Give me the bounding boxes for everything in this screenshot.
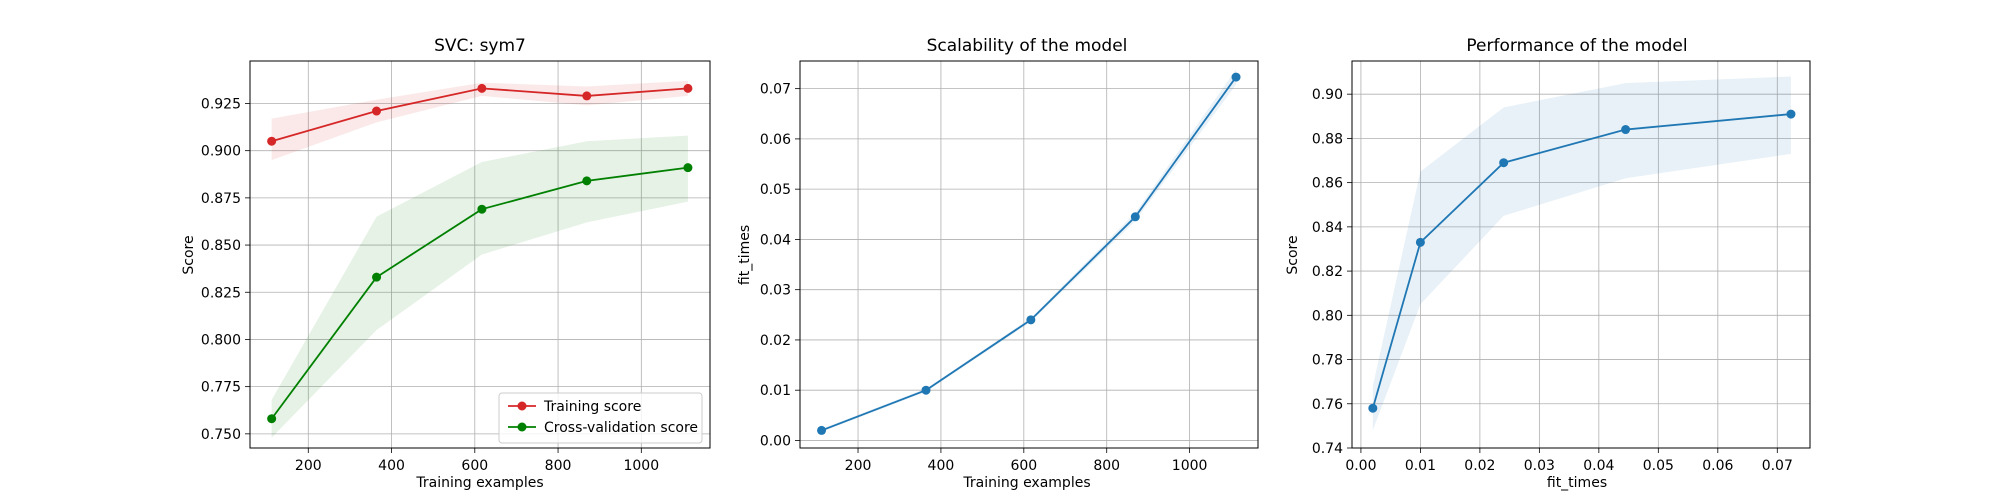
panel-1-ytick-label: 0.775: [201, 380, 241, 396]
panel-3-series-0-point: [1415, 237, 1425, 247]
panel-2-xtick-label: 400: [928, 458, 955, 474]
panel-3-xtick-label: 0.05: [1643, 458, 1674, 474]
panel-1-xlabel: Training examples: [415, 475, 543, 491]
panel-1-plot-area: 200 400 600 800 1000 0.750 0.775 0.800 0.825 0.85…: [201, 60, 711, 474]
panel-1-series-1-point: [267, 414, 277, 424]
panel-1-series-0-point: [267, 136, 277, 146]
panel-2-xtick-label: 800: [1093, 458, 1120, 474]
panel-1-ytick-label: 0.900: [201, 144, 241, 160]
panel-1-series-1-point: [372, 272, 382, 282]
panel-3-xtick-label: 0.01: [1405, 458, 1436, 474]
panel-3-xtick-label: 0.04: [1583, 458, 1614, 474]
panel-2-ytick-label: 0.00: [760, 433, 791, 449]
panel-3-series-0-point: [1621, 125, 1631, 135]
panel-1-ytick-label: 0.825: [201, 285, 241, 301]
panel-2-ytick-label: 0.02: [760, 333, 791, 349]
panel-2-title: Scalability of the model: [927, 36, 1128, 56]
panel-2-series-0-band: [821, 69, 1237, 432]
panel-2-series-0-point: [1130, 212, 1140, 222]
panel-3-ytick-label: 0.76: [1312, 397, 1343, 413]
panel-3-series-0-band: [1372, 76, 1791, 431]
panel-2-plot-area: 200 400 600 800 1000 0.00 0.01 0.02 0.03 0.04 0.05…: [760, 60, 1259, 474]
panel-scalability: Scalability of the model Training exampl…: [737, 36, 1259, 491]
panel-1-xtick-label: 800: [545, 458, 572, 474]
panel-3-xtick-label: 0.06: [1702, 458, 1733, 474]
panel-1-series-0-point: [582, 91, 592, 101]
panel-1-title: SVC: sym7: [434, 36, 526, 56]
panel-2-ytick-label: 0.07: [760, 82, 791, 98]
panel-2-axes-frame: [799, 60, 1259, 449]
panel-2-xtick-label: 600: [1010, 458, 1037, 474]
panel-2-ytick-label: 0.01: [760, 383, 791, 399]
panel-2-xtick-label: 1000: [1172, 458, 1208, 474]
panel-3-ytick-label: 0.80: [1312, 308, 1343, 324]
panel-3-ytick-label: 0.74: [1312, 441, 1343, 457]
panel-1-series-0-point: [372, 106, 382, 116]
panel-1-series-1-point: [477, 204, 487, 214]
panel-3-xtick-label: 0.07: [1762, 458, 1793, 474]
legend-cv-label: Cross-validation score: [544, 420, 698, 436]
panel-3-ytick-label: 0.84: [1312, 220, 1343, 236]
panel-2-ytick-label: 0.03: [760, 283, 791, 299]
panel-3-series-0-point: [1786, 109, 1796, 119]
panel-2-xtick-label: 200: [845, 458, 872, 474]
panel-2-xlabel: Training examples: [962, 475, 1090, 491]
panel-2-series-0-point: [921, 385, 931, 395]
panel-3-xtick-label: 0.00: [1345, 458, 1376, 474]
panel-3-series-0-point: [1499, 158, 1509, 168]
panel-1-ytick-label: 0.875: [201, 191, 241, 207]
legend-frame: [498, 392, 703, 444]
panel-2-series-0-point: [1231, 72, 1241, 82]
legend-train-label: Training score: [543, 399, 641, 415]
legend: Training score Cross-validation score: [498, 392, 703, 444]
panel-3-ylabel: Score: [1285, 235, 1301, 274]
panel-3-ytick-label: 0.82: [1312, 264, 1343, 280]
panel-1-ytick-label: 0.750: [201, 427, 241, 443]
panel-3-plot-area: 0.00 0.01 0.02 0.03 0.04 0.05 0.06 0.07 0.74 0.76…: [1312, 60, 1811, 474]
panel-1-xtick-label: 600: [461, 458, 488, 474]
panel-2-series-0-line: [821, 76, 1237, 432]
panel-2-ylabel: fit_times: [737, 225, 753, 285]
panel-1-series-1-point: [582, 176, 592, 186]
panel-1-ytick-label: 0.850: [201, 238, 241, 254]
panel-1-series-0-band: [271, 80, 688, 161]
panel-3-ytick-label: 0.78: [1312, 353, 1343, 369]
panel-3-ytick-label: 0.90: [1312, 87, 1343, 103]
panel-1-xtick-label: 400: [378, 458, 405, 474]
panel-1-axes-frame: [249, 60, 711, 449]
panel-2-series-0-point: [1026, 315, 1036, 325]
panel-2-ytick-label: 0.04: [760, 232, 791, 248]
panel-1-series-0-point: [477, 83, 487, 93]
panel-1-ytick-label: 0.925: [201, 96, 241, 112]
legend-train-marker: [517, 401, 527, 411]
panel-3-xtick-label: 0.02: [1464, 458, 1495, 474]
panel-performance: Performance of the model fit_times Score…: [1285, 36, 1811, 491]
panel-1-ylabel: Score: [181, 235, 197, 274]
panel-3-ytick-label: 0.88: [1312, 131, 1343, 147]
legend-cv-marker: [517, 422, 527, 432]
panel-3-title: Performance of the model: [1466, 36, 1687, 56]
panel-1-series-0-point: [683, 83, 693, 93]
panel-3-xtick-label: 0.03: [1524, 458, 1555, 474]
panel-1-series-1-band: [271, 135, 688, 438]
panel-3-series-0-point: [1368, 403, 1378, 413]
panel-3-xlabel: fit_times: [1547, 475, 1607, 491]
panel-3-ytick-label: 0.86: [1312, 176, 1343, 192]
panel-1-ytick-label: 0.800: [201, 332, 241, 348]
panel-2-ytick-label: 0.06: [760, 132, 791, 148]
panel-2-ytick-label: 0.05: [760, 182, 791, 198]
panel-1-xtick-label: 200: [295, 458, 322, 474]
panel-2-series-0-point: [817, 425, 827, 435]
panel-learning-curve: SVC: sym7 Training examples Score 200 400…: [181, 36, 711, 491]
panel-1-series-1-point: [683, 163, 693, 173]
panel-3-axes-frame: [1351, 60, 1811, 449]
panel-1-xtick-label: 1000: [623, 458, 659, 474]
